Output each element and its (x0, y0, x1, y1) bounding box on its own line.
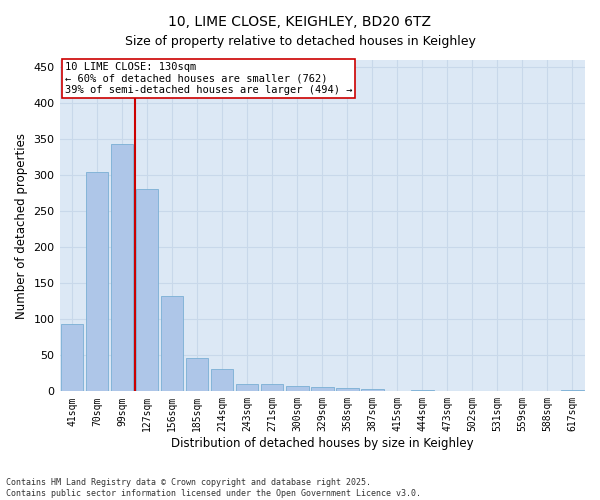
Bar (136, 189, 158, 392)
Bar (336, 388, 359, 392)
Bar (186, 358, 208, 392)
Bar (261, 384, 283, 392)
Bar (411, 390, 434, 392)
Bar (361, 389, 383, 392)
Bar (61, 324, 83, 392)
Bar (386, 390, 409, 392)
Bar (161, 296, 184, 392)
Bar (236, 384, 259, 392)
Bar (311, 387, 334, 392)
Bar (86, 172, 109, 392)
Bar (536, 390, 559, 392)
Text: Size of property relative to detached houses in Keighley: Size of property relative to detached ho… (125, 35, 475, 48)
Text: 10, LIME CLOSE, KEIGHLEY, BD20 6TZ: 10, LIME CLOSE, KEIGHLEY, BD20 6TZ (169, 15, 431, 29)
X-axis label: Distribution of detached houses by size in Keighley: Distribution of detached houses by size … (171, 437, 473, 450)
Bar (211, 369, 233, 392)
Bar (561, 390, 584, 392)
Y-axis label: Number of detached properties: Number of detached properties (15, 132, 28, 318)
Bar (286, 386, 308, 392)
Bar (111, 144, 133, 392)
Text: Contains HM Land Registry data © Crown copyright and database right 2025.
Contai: Contains HM Land Registry data © Crown c… (6, 478, 421, 498)
Text: 10 LIME CLOSE: 130sqm
← 60% of detached houses are smaller (762)
39% of semi-det: 10 LIME CLOSE: 130sqm ← 60% of detached … (65, 62, 352, 95)
